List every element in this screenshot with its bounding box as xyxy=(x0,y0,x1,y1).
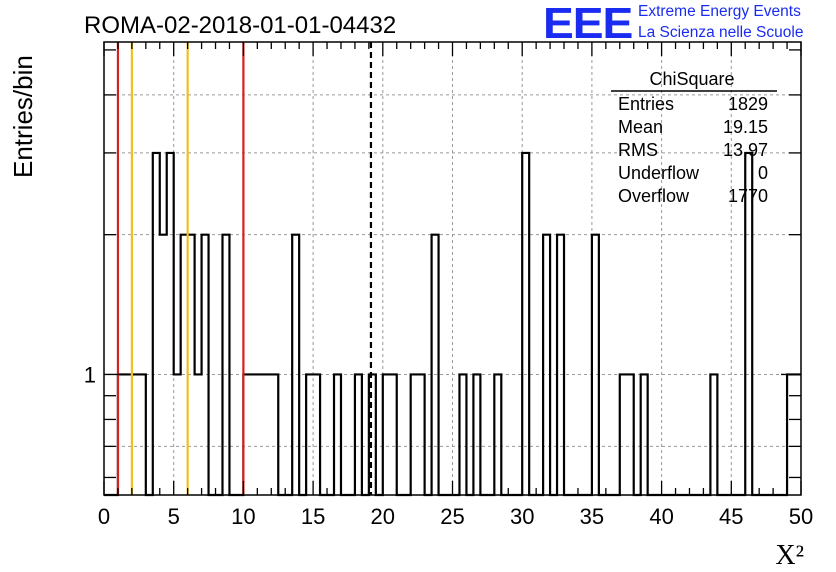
x-tick-label: 25 xyxy=(440,504,464,529)
axes xyxy=(103,41,802,496)
x-tick-label: 10 xyxy=(231,504,255,529)
chart-title: ROMA-02-2018-01-01-04432 xyxy=(84,12,396,39)
x-tick-label: 20 xyxy=(371,504,395,529)
eee-logo: EEE xyxy=(543,0,633,48)
x-tick-label: 30 xyxy=(510,504,534,529)
stats-label: Underflow xyxy=(618,163,700,183)
stats-label: Overflow xyxy=(618,186,690,206)
logo-line-2: La Scienza nelle Scuole xyxy=(638,24,804,41)
x-tick-label: 35 xyxy=(580,504,604,529)
y-tick-label: 1 xyxy=(84,362,96,387)
grid xyxy=(104,42,801,495)
stats-value: 19.15 xyxy=(723,117,768,137)
stats-box: ChiSquare Entries 1829 Mean 19.15 RMS 13.97 Un… xyxy=(611,69,777,206)
stats-label: Mean xyxy=(618,117,663,137)
stats-value: 1770 xyxy=(728,186,768,206)
histogram-bin xyxy=(160,235,167,495)
stats-value: 1829 xyxy=(728,94,768,114)
histogram-bin xyxy=(264,374,271,495)
stats-title: ChiSquare xyxy=(649,69,734,89)
histogram-bin xyxy=(195,374,202,495)
x-tick-label: 40 xyxy=(649,504,673,529)
histogram-bars xyxy=(104,151,801,497)
stats-value: 0 xyxy=(758,163,768,183)
histogram-bin xyxy=(257,374,264,495)
stats-rows: Entries 1829 Mean 19.15 RMS 13.97 Underflow 0 Ov… xyxy=(618,94,768,206)
y-axis-label: Entries/bin xyxy=(8,55,38,178)
stats-label: Entries xyxy=(618,94,674,114)
histogram-bin xyxy=(174,374,181,495)
tick-labels: 0 5 10 15 20 25 30 35 40 45 50 1 xyxy=(84,362,813,529)
x-tick-label: 45 xyxy=(719,504,743,529)
logo-line-1: Extreme Energy Events xyxy=(638,3,801,20)
stats-value: 13.97 xyxy=(723,140,768,160)
x-tick-label: 50 xyxy=(789,504,813,529)
x-tick-label: 15 xyxy=(301,504,325,529)
x-axis-label: X² xyxy=(775,540,804,571)
marker-lines xyxy=(116,42,373,495)
histogram-bin xyxy=(250,374,257,495)
stats-label: RMS xyxy=(618,140,658,160)
histogram-outline xyxy=(104,151,801,497)
x-tick-label: 0 xyxy=(98,504,110,529)
x-tick-label: 5 xyxy=(168,504,180,529)
